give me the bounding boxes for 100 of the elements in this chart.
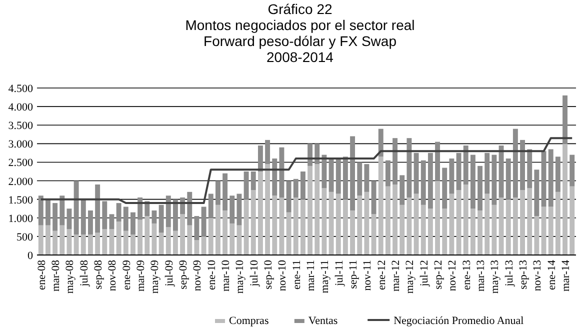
bar [74,180,79,235]
bar [492,154,497,205]
bar [215,204,220,255]
x-tick-label: nov-13 [532,260,544,292]
x-tick-label: may-08 [64,260,76,294]
y-tick-label: 3.500 [8,120,34,132]
bar [336,194,341,255]
bar [201,206,206,236]
bar [66,208,72,230]
y-tick-label: 500 [16,231,34,244]
bar [555,192,560,255]
x-tick-label: jul-13 [503,260,516,288]
bar [342,156,348,200]
x-tick-label: mar-08 [50,260,62,292]
x-tick-label: ene-08 [36,260,48,290]
x-tick-label: nov-12 [446,260,459,292]
bar [498,197,504,255]
bar [512,197,518,255]
bar [371,180,376,214]
x-tick-label: sep-09 [178,260,190,290]
bar [308,144,313,166]
x-tick-label: nov-08 [106,260,119,292]
x-tick-label: may-10 [234,260,246,294]
x-tick-label: nov-10 [276,260,289,292]
bar [166,227,171,255]
x-tick-label: nov-09 [192,260,204,292]
bar [328,158,334,192]
x-tick-label: mar-14 [560,260,572,292]
bar [130,212,136,235]
bar [470,208,476,255]
bar [314,144,320,164]
bar [286,180,292,212]
bar [342,199,348,255]
bar [208,218,214,255]
x-tick-label: ene-11 [290,260,303,290]
bar [144,216,150,255]
bar [442,168,448,209]
bar [215,180,220,205]
bar [250,190,256,255]
bar [322,188,327,255]
bar [470,154,476,209]
bar [102,201,108,230]
bar [322,154,327,188]
x-tick-label: jul-10 [248,260,260,288]
bar [272,196,278,255]
bar [378,128,384,157]
bar [478,166,483,210]
x-tick-label: mar-09 [135,260,148,292]
bar [548,149,554,207]
bar [38,196,44,226]
bar [562,144,568,255]
x-tick-label: ene-12 [376,260,388,290]
x-tick-label: sep-10 [262,260,275,290]
y-tick-label: 4.500 [8,83,34,95]
bar [88,210,93,235]
bar [80,199,86,235]
y-tick-label: 2.000 [8,176,34,188]
chart-title: Gráfico 22 Montos negociados por el sector real [185,1,415,33]
bar [371,214,376,255]
bar [420,160,426,205]
bar [420,204,426,255]
bar [400,204,405,255]
bar [272,158,278,196]
bar [74,234,79,255]
bar [449,194,454,255]
bar [138,197,143,220]
bar [527,149,532,188]
bar [152,210,157,224]
bar [52,230,58,255]
x-tick-label: may-09 [149,260,162,294]
bar [406,138,412,198]
bar [258,172,263,255]
legend-label: Negociación Promedio Anual [394,315,524,327]
bar [130,234,136,255]
bar [187,225,192,255]
bar [400,175,405,205]
bar [428,208,433,255]
bar [478,210,483,255]
bar [534,170,540,216]
bar [116,222,122,255]
bar [236,225,242,255]
x-tick-label: jul-08 [78,260,90,288]
bar [88,234,93,255]
x-tick-label: sep-13 [518,260,530,290]
bar [66,229,72,255]
bar [484,152,490,194]
y-tick-label: 1.000 [8,212,34,225]
bar [201,236,206,255]
bar [158,204,164,233]
bar [230,223,235,255]
bar [208,194,214,218]
x-tick-label: may-11 [319,260,332,294]
bar [364,192,370,255]
bar [336,158,341,194]
bar [293,197,298,255]
bar [492,204,497,255]
bar [250,172,256,190]
bar [364,164,370,192]
bar [95,184,100,233]
bar [350,210,356,255]
